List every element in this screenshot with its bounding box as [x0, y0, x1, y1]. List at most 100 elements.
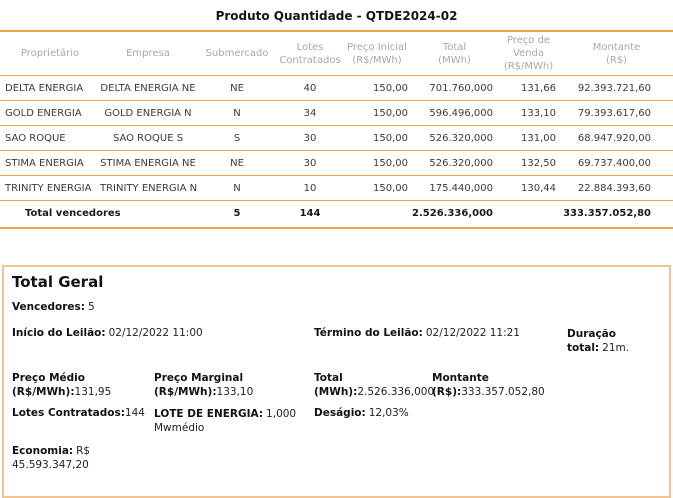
cell-montante: 68.947.920,00 — [560, 125, 673, 151]
cell-preco-venda: 131,66 — [497, 75, 560, 101]
table-total-row: Total vencedores 5 144 2.526.336,000 333… — [0, 200, 673, 229]
cell-montante: 22.884.393,60 — [560, 175, 673, 201]
inicio-leilao-field: Início do Leilão: 02/12/2022 11:00 — [12, 327, 314, 339]
vencedores-field: Vencedores: 5 — [12, 301, 661, 313]
cell-preco-venda: 133,10 — [497, 100, 560, 126]
cell-preco-inicial: 150,00 — [342, 175, 412, 201]
empty-cell — [497, 200, 560, 229]
cell-lotes: 40 — [278, 75, 342, 101]
total-mwh-label: Total (MWh): — [314, 371, 358, 399]
lote-energia-label: LOTE DE ENERGIA: — [154, 408, 264, 421]
lote-energia-field: LOTE DE ENERGIA: 1,000 Mwmédio — [154, 407, 314, 435]
cell-proprietario: DELTA ENERGIA — [0, 75, 100, 101]
preco-marginal-field: Preço Marginal (R$/MWh):133,10 — [154, 371, 314, 399]
cell-proprietario: GOLD ENERGIA — [0, 100, 100, 126]
page-title: Produto Quantidade - QTDE2024-02 — [215, 9, 458, 23]
cell-submercado: NE — [196, 150, 278, 176]
vencedores-value: 5 — [87, 300, 95, 313]
duracao-total-value: 21m. — [602, 341, 630, 354]
termino-leilao-value: 02/12/2022 11:21 — [425, 326, 520, 339]
cell-total-mwh: 701.760,000 — [412, 75, 497, 101]
cell-total-mwh: 596.496,000 — [412, 100, 497, 126]
duracao-total-label: Duração total: — [567, 327, 616, 354]
title-divider — [0, 30, 673, 32]
preco-marginal-value: 133,10 — [216, 386, 254, 399]
total-mwh: 2.526.336,000 — [412, 200, 497, 229]
table-header-row: Proprietário Empresa Submercado Lotes Co… — [0, 32, 673, 76]
cell-total-mwh: 175.440,000 — [412, 175, 497, 201]
cell-total-mwh: 526.320,000 — [412, 125, 497, 151]
results-table: Proprietário Empresa Submercado Lotes Co… — [0, 32, 673, 229]
cell-montante: 92.393.721,60 — [560, 75, 673, 101]
cell-preco-inicial: 150,00 — [342, 150, 412, 176]
cell-submercado: S — [196, 125, 278, 151]
cell-preco-venda: 130,44 — [497, 175, 560, 201]
preco-marginal-label: Preço Marginal (R$/MWh): — [154, 371, 244, 399]
lotes-contratados-label: Lotes Contratados: — [12, 407, 125, 420]
column-header-montante: Montante (R$) — [560, 32, 673, 76]
column-header-preco-venda: Preço de Venda (R$/MWh) — [497, 32, 560, 76]
cell-proprietario: STIMA ENERGIA — [0, 150, 100, 176]
lots-row: Lotes Contratados:144 LOTE DE ENERGIA: 1,… — [12, 407, 661, 435]
panel-title: Total Geral — [12, 272, 104, 291]
table-row: GOLD ENERGIA GOLD ENERGIA N N 34 150,00 … — [0, 100, 673, 126]
table-row: TRINITY ENERGIA TRINITY ENERGIA N N 10 1… — [0, 175, 673, 201]
cell-empresa: STIMA ENERGIA NE — [100, 150, 196, 176]
cell-submercado: N — [196, 175, 278, 201]
column-header-preco-inicial: Preço Inicial (R$/MWh) — [342, 32, 412, 76]
table-row: STIMA ENERGIA STIMA ENERGIA NE NE 30 150… — [0, 150, 673, 176]
table-row: DELTA ENERGIA DELTA ENERGIA NE NE 40 150… — [0, 75, 673, 101]
column-header-submercado: Submercado — [196, 32, 278, 76]
column-header-total-mwh: Total (MWh) — [412, 32, 497, 76]
economia-row: Economia: R$ 45.593.347,20 — [12, 444, 661, 472]
cell-empresa: GOLD ENERGIA N — [100, 100, 196, 126]
total-montante: 333.357.052,80 — [560, 200, 673, 229]
termino-leilao-field: Término do Leilão: 02/12/2022 11:21 — [314, 327, 567, 339]
vencedores-label: Vencedores: — [12, 300, 85, 313]
total-vencedores-count: 5 — [196, 200, 278, 229]
lotes-contratados-field: Lotes Contratados:144 — [12, 407, 154, 419]
desagio-value: 12,03% — [368, 407, 409, 420]
preco-medio-value: 131,95 — [74, 386, 112, 399]
total-mwh-field: Total (MWh):2.526.336,000 — [314, 371, 435, 399]
cell-empresa: TRINITY ENERGIA N — [100, 175, 197, 201]
cell-proprietario: TRINITY ENERGIA — [0, 175, 100, 201]
total-mwh-value: 2.526.336,000 — [357, 386, 435, 399]
cell-submercado: NE — [196, 75, 278, 101]
inicio-leilao-label: Início do Leilão: — [12, 326, 106, 339]
inicio-leilao-value: 02/12/2022 11:00 — [108, 326, 203, 339]
cell-preco-venda: 131,00 — [497, 125, 560, 151]
montante-value: 333.357.052,80 — [461, 386, 545, 399]
total-lotes: 144 — [278, 200, 342, 229]
economia-label: Economia: — [12, 444, 74, 457]
cell-preco-venda: 132,50 — [497, 150, 560, 176]
desagio-field: Deságio: 12,03% — [314, 407, 661, 419]
preco-medio-label: Preço Médio (R$/MWh): — [12, 371, 85, 399]
cell-empresa: DELTA ENERGIA NE — [100, 75, 196, 101]
column-header-lotes-contratados: Lotes Contratados — [278, 32, 342, 76]
cell-total-mwh: 526.320,000 — [412, 150, 497, 176]
cell-montante: 69.737.400,00 — [560, 150, 673, 176]
cell-lotes: 30 — [278, 150, 342, 176]
cell-submercado: N — [196, 100, 278, 126]
cell-montante: 79.393.617,60 — [560, 100, 673, 126]
termino-leilao-label: Término do Leilão: — [314, 326, 423, 339]
cell-lotes: 34 — [278, 100, 342, 126]
total-geral-panel: Total Geral Vencedores: 5 Início do Leilã… — [2, 264, 671, 498]
prices-row: Preço Médio (R$/MWh):131,95 Preço Margin… — [12, 371, 661, 399]
economia-field: Economia: R$ 45.593.347,20 — [12, 444, 117, 472]
desagio-label: Deságio: — [314, 407, 366, 420]
empty-cell — [342, 200, 412, 229]
montante-label: Montante (R$): — [432, 371, 489, 399]
cell-lotes: 30 — [278, 125, 342, 151]
cell-preco-inicial: 150,00 — [342, 75, 412, 101]
auction-times-row: Início do Leilão: 02/12/2022 11:00 Términ… — [12, 327, 661, 355]
column-header-proprietario: Proprietário — [0, 32, 100, 76]
column-header-empresa: Empresa — [100, 32, 196, 76]
cell-lotes: 10 — [278, 175, 342, 201]
duracao-total-field: Duração total: 21m. — [567, 327, 661, 355]
cell-proprietario: SAO ROQUE — [0, 125, 100, 151]
preco-medio-field: Preço Médio (R$/MWh):131,95 — [12, 371, 154, 399]
cell-preco-inicial: 150,00 — [342, 125, 412, 151]
